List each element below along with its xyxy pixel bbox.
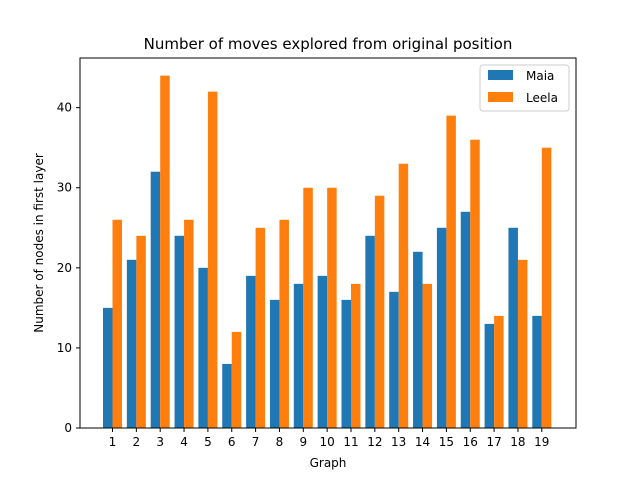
bar-maia-10 bbox=[317, 275, 328, 428]
x-tick-label-16: 16 bbox=[463, 435, 478, 449]
bar-maia-2 bbox=[126, 259, 137, 428]
bar-leela-19 bbox=[541, 147, 552, 428]
bar-maia-17 bbox=[484, 323, 495, 428]
legend-label-leela: Leela bbox=[526, 91, 558, 105]
x-tick-label-13: 13 bbox=[391, 435, 406, 449]
bar-maia-6 bbox=[222, 363, 232, 428]
bar-leela-11 bbox=[351, 283, 361, 428]
bar-leela-2 bbox=[136, 235, 146, 428]
legend-swatch-leela bbox=[488, 92, 513, 102]
y-axis: 0 10 20 30 40 bbox=[57, 101, 80, 435]
x-tick-label-11: 11 bbox=[343, 435, 358, 449]
bar-maia-16 bbox=[460, 211, 471, 428]
x-tick-label-3: 3 bbox=[156, 435, 164, 449]
x-tick-label-17: 17 bbox=[486, 435, 501, 449]
bar-maia-12 bbox=[365, 235, 375, 428]
x-tick-label-9: 9 bbox=[299, 435, 307, 449]
y-tick-label-40: 40 bbox=[57, 101, 72, 115]
bar-maia-18 bbox=[508, 227, 518, 428]
bar-maia-13 bbox=[389, 291, 399, 428]
x-tick-label-14: 14 bbox=[415, 435, 430, 449]
bar-leela-14 bbox=[422, 283, 433, 428]
bars-layer bbox=[103, 75, 552, 429]
legend: Maia Leela bbox=[479, 64, 570, 112]
x-tick-label-12: 12 bbox=[367, 435, 382, 449]
x-tick-label-6: 6 bbox=[228, 435, 236, 449]
x-tick-label-1: 1 bbox=[109, 435, 117, 449]
bar-leela-15 bbox=[446, 115, 456, 428]
bar-maia-4 bbox=[174, 235, 185, 428]
y-tick-label-20: 20 bbox=[57, 261, 72, 275]
x-tick-label-8: 8 bbox=[276, 435, 284, 449]
x-axis: 1 2 3 4 5 6 7 8 9 10 11 12 13 14 15 16 17 18 19 bbox=[109, 428, 549, 449]
bar-leela-3 bbox=[160, 75, 170, 429]
x-axis-label: Graph bbox=[310, 456, 347, 470]
x-tick-label-10: 10 bbox=[320, 435, 335, 449]
legend-swatch-maia bbox=[488, 70, 513, 80]
bar-maia-7 bbox=[246, 275, 256, 428]
y-tick-label-30: 30 bbox=[57, 181, 72, 195]
bar-maia-9 bbox=[293, 283, 304, 428]
axes-frame bbox=[79, 57, 577, 429]
bar-maia-15 bbox=[436, 227, 447, 428]
bar-leela-17 bbox=[494, 315, 504, 428]
bar-leela-8 bbox=[279, 219, 289, 428]
bar-leela-9 bbox=[303, 187, 313, 428]
x-tick-label-4: 4 bbox=[180, 435, 188, 449]
bar-leela-7 bbox=[255, 227, 266, 428]
bar-maia-3 bbox=[150, 171, 161, 428]
bar-leela-5 bbox=[207, 91, 218, 428]
bar-leela-18 bbox=[517, 259, 528, 428]
bar-maia-19 bbox=[532, 315, 542, 428]
bar-maia-11 bbox=[341, 299, 351, 428]
y-tick-label-10: 10 bbox=[57, 341, 72, 355]
bar-maia-5 bbox=[198, 267, 208, 428]
legend-label-maia: Maia bbox=[526, 69, 554, 83]
bar-maia-14 bbox=[413, 251, 423, 428]
bar-leela-10 bbox=[327, 187, 337, 428]
bar-maia-8 bbox=[269, 299, 280, 428]
bar-leela-12 bbox=[374, 195, 385, 428]
x-tick-label-15: 15 bbox=[439, 435, 454, 449]
x-tick-label-2: 2 bbox=[133, 435, 141, 449]
y-axis-label: Number of nodes in first layer bbox=[32, 153, 46, 333]
x-tick-label-5: 5 bbox=[204, 435, 212, 449]
bar-leela-13 bbox=[398, 163, 409, 428]
bar-leela-16 bbox=[470, 139, 480, 428]
bar-leela-4 bbox=[184, 219, 194, 428]
bar-leela-6 bbox=[231, 331, 242, 428]
bar-leela-1 bbox=[112, 219, 122, 428]
y-tick-label-0: 0 bbox=[64, 421, 72, 435]
chart-title: Number of moves explored from original p… bbox=[144, 35, 513, 53]
x-tick-label-19: 19 bbox=[534, 435, 549, 449]
x-tick-label-7: 7 bbox=[252, 435, 260, 449]
bar-maia-1 bbox=[103, 307, 113, 428]
x-tick-label-18: 18 bbox=[510, 435, 525, 449]
